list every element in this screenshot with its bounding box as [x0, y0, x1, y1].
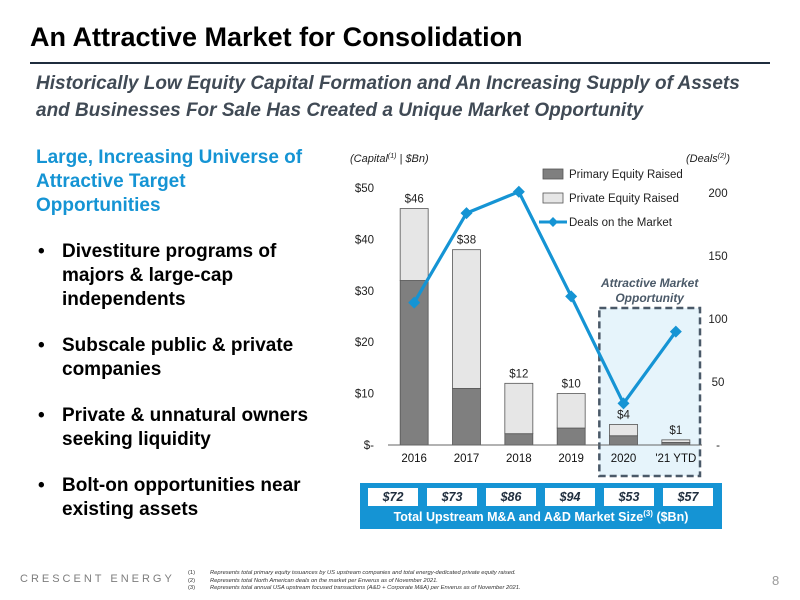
- bullet-item: • Private & unnatural owners seeking liqu…: [36, 404, 326, 452]
- right-tick-label: 100: [708, 314, 727, 326]
- left-tick-label: $10: [355, 389, 374, 401]
- footnote: (1) Represents total primary equity issua…: [188, 570, 521, 578]
- bar-private-equity: [661, 439, 691, 443]
- market-size-value: $53: [604, 488, 654, 506]
- left-axis-label-suffix: | $Bn): [396, 153, 429, 165]
- bullet-item: • Bolt-on opportunities near existing ass…: [36, 474, 326, 522]
- right-axis-label: (Deals(2)): [686, 153, 730, 165]
- market-size-label-suffix: ($Bn): [652, 510, 689, 525]
- deals-marker: [408, 296, 421, 309]
- bullet-dot-icon: •: [38, 475, 45, 496]
- bar-primary-equity: [504, 433, 534, 446]
- footnote-number: (1): [188, 570, 196, 576]
- legend-marker-deals: [548, 217, 558, 227]
- bar-total-label: $10: [562, 379, 581, 391]
- right-tick-label: 150: [708, 251, 727, 263]
- x-tick-label: 2017: [454, 453, 480, 465]
- market-size-value: $72: [368, 488, 418, 506]
- market-size-value: $94: [545, 488, 595, 506]
- right-tick-label: -: [716, 440, 720, 452]
- deals-marker: [512, 185, 525, 198]
- annotation-box: [598, 306, 702, 478]
- page-subtitle: Historically Low Equity Capital Formatio…: [36, 73, 740, 121]
- bullet-dot-icon: •: [38, 241, 45, 262]
- deals-marker: [617, 397, 630, 410]
- bar-primary-equity: [609, 435, 638, 446]
- market-size-label-sup: (3): [643, 509, 653, 518]
- legend-label: Primary Equity Raised: [569, 169, 683, 181]
- bar-total-label: $46: [405, 194, 424, 206]
- bar-total-label: $4: [617, 409, 630, 421]
- bar-private-equity: [556, 393, 586, 429]
- bar-total-label: $12: [509, 368, 528, 380]
- bar-primary-equity: [452, 388, 481, 446]
- left-axis-label-sup: (1): [388, 153, 397, 160]
- footnote-number: (2): [188, 577, 196, 584]
- right-axis-label-sup: (2): [718, 153, 727, 160]
- footnote-text: Represents total annual USA upstream foc…: [210, 585, 521, 591]
- left-tick-label: $20: [355, 337, 374, 349]
- bullet-dot-icon: •: [38, 405, 45, 426]
- left-panel-heading: Large, Increasing Universe of Attractive…: [36, 147, 303, 216]
- legend-label: Private Equity Raised: [569, 193, 679, 205]
- x-tick-label: 2018: [506, 453, 532, 465]
- footnotes: (1) Represents total primary equity issua…: [188, 570, 521, 593]
- bar-private-equity: [504, 382, 534, 435]
- page-number: 8: [772, 573, 780, 588]
- footnote: (3) Represents total annual USA upstream …: [188, 585, 521, 593]
- market-size-value: $86: [486, 488, 536, 506]
- deals-marker: [460, 207, 473, 220]
- bullet-text: Subscale public & private companies: [62, 335, 294, 380]
- annotation-text: Opportunity: [615, 291, 685, 305]
- market-size-panel: $72 $73 $86 $94 $53 $57 Total Upstream M…: [360, 483, 722, 529]
- bullet-item: • Subscale public & private companies: [36, 334, 326, 382]
- right-tick-label: 200: [708, 188, 727, 200]
- bar-private-equity: [399, 208, 429, 281]
- market-size-label: Total Upstream M&A and A&D Market Size(3…: [360, 509, 722, 524]
- x-tick-label: 2020: [611, 453, 637, 465]
- market-size-value: $73: [427, 488, 477, 506]
- bullet-item: • Divestiture programs of majors & large-…: [36, 240, 326, 312]
- bullet-list: • Divestiture programs of majors & large-…: [36, 240, 326, 544]
- market-size-label-text: Total Upstream M&A and A&D Market Size: [393, 510, 644, 525]
- left-tick-label: $30: [355, 286, 374, 298]
- left-tick-label: $-: [364, 440, 374, 452]
- bar-total-label: $1: [669, 425, 682, 437]
- bullet-dot-icon: •: [38, 335, 45, 356]
- left-tick-label: $40: [355, 234, 374, 246]
- deals-marker: [669, 325, 682, 338]
- bar-primary-equity: [556, 427, 586, 446]
- market-size-values: $72 $73 $86 $94 $53 $57: [368, 488, 714, 506]
- left-axis-label: (Capital(1) | $Bn): [350, 153, 429, 165]
- footnote: (2) Represents total North American deals…: [188, 578, 521, 586]
- market-size-value: $57: [663, 488, 713, 506]
- right-axis-label-suffix: ): [724, 153, 730, 165]
- footnote-text: Represents total North American deals on…: [210, 577, 438, 584]
- bar-total-label: $38: [457, 235, 476, 247]
- legend-swatch-private: [542, 192, 564, 204]
- left-tick-label: $50: [355, 183, 374, 195]
- brand-logo-text: CRESCENT ENERGY: [20, 573, 175, 585]
- legend-swatch-primary: [542, 168, 564, 180]
- footnote-text: Represents total primary equity issuance…: [210, 570, 516, 576]
- bar-private-equity: [609, 424, 638, 437]
- bullet-text: Divestiture programs of majors & large-c…: [62, 241, 277, 310]
- left-axis-label-text: (Capital: [350, 153, 388, 165]
- bar-private-equity: [452, 249, 481, 389]
- bullet-text: Bolt-on opportunities near existing asse…: [62, 475, 301, 520]
- annotation-text: Attractive Market: [600, 276, 699, 290]
- x-tick-label: 2019: [558, 453, 584, 465]
- x-tick-label: '21 YTD: [655, 453, 696, 465]
- right-axis-label-text: (Deals: [686, 153, 718, 165]
- deals-line: [412, 190, 678, 406]
- deals-marker: [565, 290, 578, 303]
- x-tick-label: 2016: [401, 453, 427, 465]
- right-tick-label: 50: [712, 377, 725, 389]
- legend-label: Deals on the Market: [569, 217, 673, 229]
- title-divider: [30, 62, 770, 64]
- page-title: An Attractive Market for Consolidation: [30, 22, 523, 52]
- footnote-number: (3): [188, 585, 196, 591]
- bullet-text: Private & unnatural owners seeking liqui…: [62, 405, 309, 450]
